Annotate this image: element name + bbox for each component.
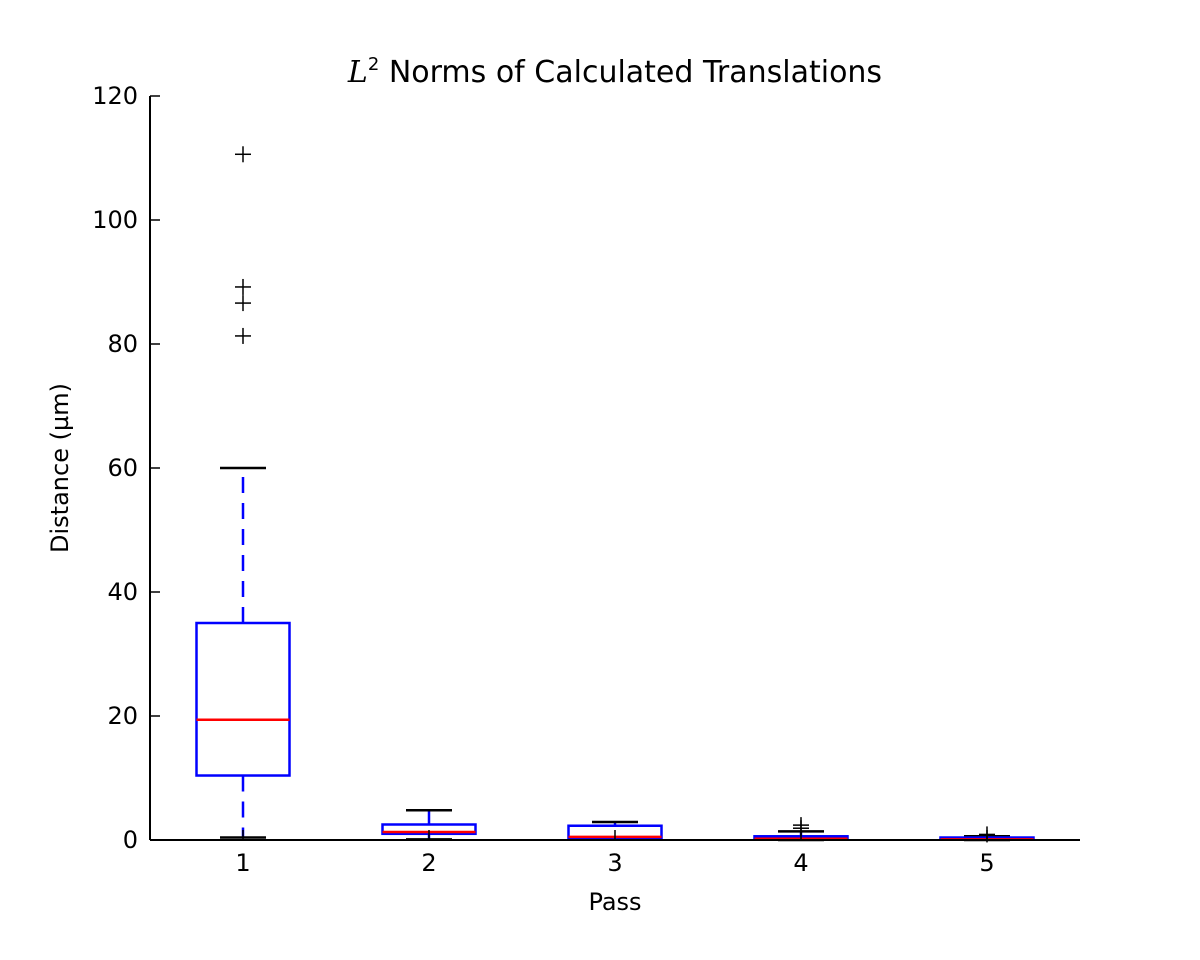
- chart-title-math-sup: 2: [368, 54, 379, 75]
- y-tick-label: 20: [107, 702, 138, 730]
- box-group-1: [195, 146, 291, 839]
- outlier-marker: [235, 295, 251, 312]
- x-tick-label: 2: [421, 849, 436, 877]
- y-tick-label: 120: [92, 82, 138, 110]
- chart-title-math-base: L: [347, 55, 368, 90]
- y-tick-label: 0: [123, 826, 138, 854]
- x-tick-label: 3: [607, 849, 622, 877]
- box-body: [195, 621, 291, 777]
- chart-title-text: Norms of Calculated Translations: [379, 55, 882, 90]
- y-tick-label: 40: [107, 578, 138, 606]
- y-axis-label: Distance (µm): [46, 383, 74, 553]
- chart-title: L2 Norms of Calculated Translations: [347, 54, 882, 90]
- outlier-marker: [235, 146, 251, 163]
- x-tick-label: 5: [979, 849, 994, 877]
- plot-area: [195, 146, 1035, 843]
- x-axis-label: Pass: [588, 888, 641, 916]
- x-tick-label: 1: [235, 849, 250, 877]
- y-tick-label: 100: [92, 206, 138, 234]
- y-tick-label: 80: [107, 330, 138, 358]
- y-axis: 0 20 40 60 80 100 120: [92, 82, 160, 854]
- outlier-marker: [235, 327, 251, 344]
- x-tick-label: 4: [793, 849, 808, 877]
- y-tick-label: 60: [107, 454, 138, 482]
- x-axis: 1 2 3 4 5: [150, 830, 1080, 877]
- outlier-marker: [235, 278, 251, 295]
